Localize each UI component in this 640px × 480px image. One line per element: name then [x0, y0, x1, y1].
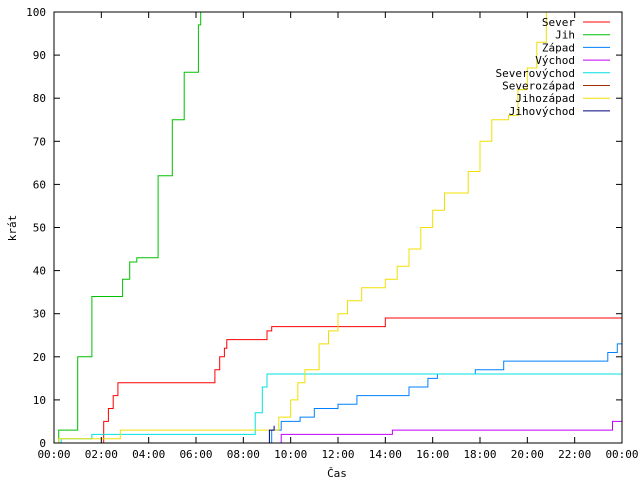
y-tick-label: 100 — [26, 6, 46, 19]
y-tick-label: 20 — [33, 351, 46, 364]
x-tick-label: 00:00 — [37, 448, 70, 461]
x-tick-label: 00:00 — [605, 448, 638, 461]
x-tick-label: 08:00 — [227, 448, 260, 461]
y-tick-label: 30 — [33, 308, 46, 321]
series-line-0 — [54, 317, 622, 443]
series-line-6 — [54, 12, 547, 443]
x-tick-label: 22:00 — [558, 448, 591, 461]
y-tick-label: 40 — [33, 265, 46, 278]
legend: SeverJihZápadVýchodSeverovýchodSeverozáp… — [496, 16, 610, 118]
x-tick-label: 18:00 — [463, 448, 496, 461]
plot-lines — [54, 12, 622, 443]
legend-label: Jihovýchod — [509, 105, 575, 118]
y-tick-label: 50 — [33, 222, 46, 235]
legend-label: Sever — [542, 16, 575, 29]
x-tick-label: 10:00 — [274, 448, 307, 461]
series-line-3 — [54, 420, 622, 443]
y-tick-label: 80 — [33, 92, 46, 105]
x-tick-label: 06:00 — [179, 448, 212, 461]
x-tick-label: 20:00 — [511, 448, 544, 461]
y-tick-label: 10 — [33, 394, 46, 407]
series-line-2 — [54, 335, 622, 443]
x-tick-label: 04:00 — [132, 448, 165, 461]
series-line-7 — [54, 425, 275, 443]
axes: 0 10 20 30 40 50 60 70 80 90 100 00:00 02:00 04:00 06:… — [26, 6, 638, 461]
x-tick-label: 14:00 — [369, 448, 402, 461]
legend-label: Západ — [542, 41, 575, 54]
legend-label: Severovýchod — [496, 67, 575, 80]
x-tick-label: 12:00 — [321, 448, 354, 461]
legend-label: Východ — [535, 54, 575, 67]
legend-label: Severozápad — [502, 80, 575, 93]
legend-label: Jih — [555, 29, 575, 42]
series-line-1 — [54, 12, 202, 443]
legend-label: Jihozápad — [515, 92, 575, 105]
x-axis-label: Čas — [327, 467, 347, 480]
x-tick-label: 02:00 — [85, 448, 118, 461]
y-tick-label: 60 — [33, 178, 46, 191]
y-tick-label: 70 — [33, 135, 46, 148]
x-tick-label: 16:00 — [416, 448, 449, 461]
y-tick-label: 0 — [39, 437, 46, 450]
y-tick-label: 90 — [33, 49, 46, 62]
y-axis-label: krát — [6, 215, 19, 242]
